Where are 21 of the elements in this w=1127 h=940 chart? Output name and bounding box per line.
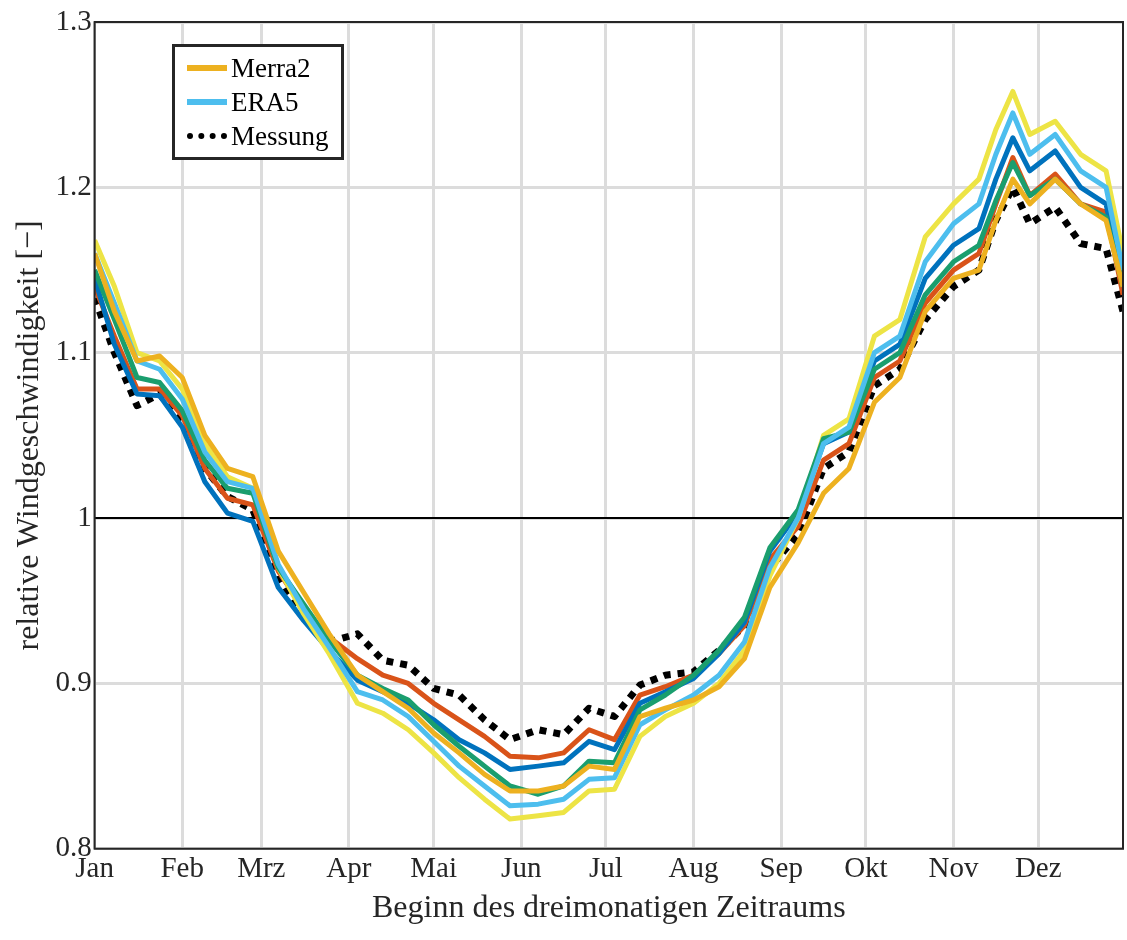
- x-tick-label: Mai: [410, 850, 458, 883]
- x-tick-label: Sep: [759, 850, 803, 883]
- y-tick-label: 1: [77, 499, 92, 532]
- x-tick-label: Aug: [668, 850, 719, 883]
- x-tick-label: Dez: [1014, 850, 1062, 883]
- legend-label: ERA5: [231, 86, 299, 119]
- legend-label: Messung: [231, 120, 329, 153]
- x-tick-label: Feb: [160, 850, 204, 883]
- x-tick-label: Okt: [844, 850, 888, 883]
- y-tick-label: 1.2: [55, 168, 92, 201]
- x-axis-title: Beginn des dreimonatigen Zeitraums: [372, 888, 846, 925]
- x-tick-label: Jun: [501, 850, 542, 883]
- y-tick-label: 1.3: [55, 3, 92, 36]
- y-tick-label: 0.9: [55, 665, 92, 698]
- legend-label: Merra2: [231, 52, 311, 85]
- y-tick-label: 1.1: [55, 334, 92, 367]
- x-tick-label: Mrz: [237, 850, 286, 883]
- y-axis-title: relative Windgeschwindigkeit [−]: [8, 220, 45, 651]
- x-tick-label: Jul: [589, 850, 623, 883]
- x-tick-label: Nov: [928, 850, 979, 883]
- x-tick-label: Apr: [326, 850, 372, 883]
